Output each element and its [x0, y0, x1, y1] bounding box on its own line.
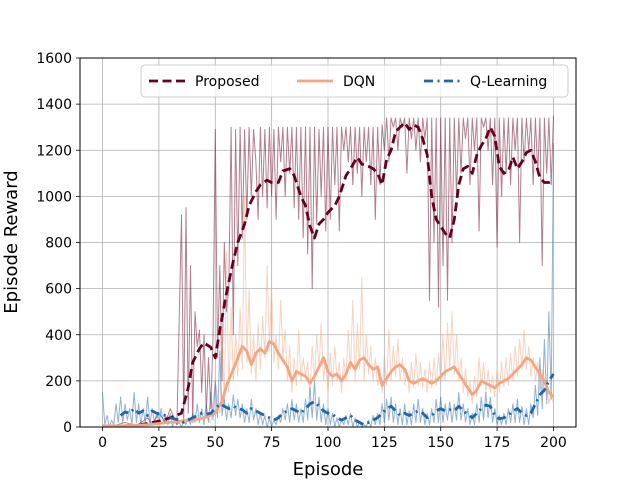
x-tick-label-200: 200 — [540, 435, 567, 451]
x-axis-ticks: 0 25 50 75 100 125 150 175 200 — [98, 427, 567, 451]
raw-series-layer — [102, 115, 554, 427]
x-axis-title: Episode — [293, 459, 364, 480]
x-tick-label-150: 150 — [427, 435, 454, 451]
y-tick-label-1200: 1200 — [36, 143, 72, 159]
y-tick-label-200: 200 — [45, 374, 72, 390]
y-tick-label-1600: 1600 — [36, 51, 72, 67]
series-raw-q-learning — [102, 143, 554, 427]
y-tick-label-800: 800 — [45, 236, 72, 252]
legend: Proposed DQN Q-Learning — [140, 64, 569, 98]
y-axis-ticks: 0 200 400 600 800 1000 1200 1400 1600 — [36, 51, 80, 436]
y-tick-label-600: 600 — [45, 282, 72, 298]
series-smoothed-dqn — [102, 340, 555, 427]
y-tick-label-400: 400 — [45, 328, 72, 344]
legend-label-proposed: Proposed — [195, 74, 259, 90]
series-smoothed-proposed — [125, 121, 555, 427]
smoothed-series-layer — [102, 121, 555, 427]
y-axis-title: Episode Reward — [1, 170, 22, 313]
x-tick-label-125: 125 — [371, 435, 398, 451]
series-raw-dqn — [102, 195, 554, 427]
x-tick-label-25: 25 — [150, 435, 168, 451]
y-tick-label-1000: 1000 — [36, 189, 72, 205]
y-tick-label-0: 0 — [63, 420, 72, 436]
x-tick-label-0: 0 — [98, 435, 107, 451]
x-tick-label-100: 100 — [315, 435, 342, 451]
series-smoothed-q-learning — [119, 373, 555, 427]
legend-box — [140, 64, 569, 98]
y-tick-label-1400: 1400 — [36, 97, 72, 113]
x-tick-label-75: 75 — [263, 435, 281, 451]
series-raw-proposed — [102, 115, 554, 427]
x-tick-label-50: 50 — [206, 435, 224, 451]
legend-label-q-learning: Q-Learning — [470, 74, 547, 90]
legend-label-dqn: DQN — [343, 74, 375, 90]
x-tick-label-175: 175 — [484, 435, 511, 451]
